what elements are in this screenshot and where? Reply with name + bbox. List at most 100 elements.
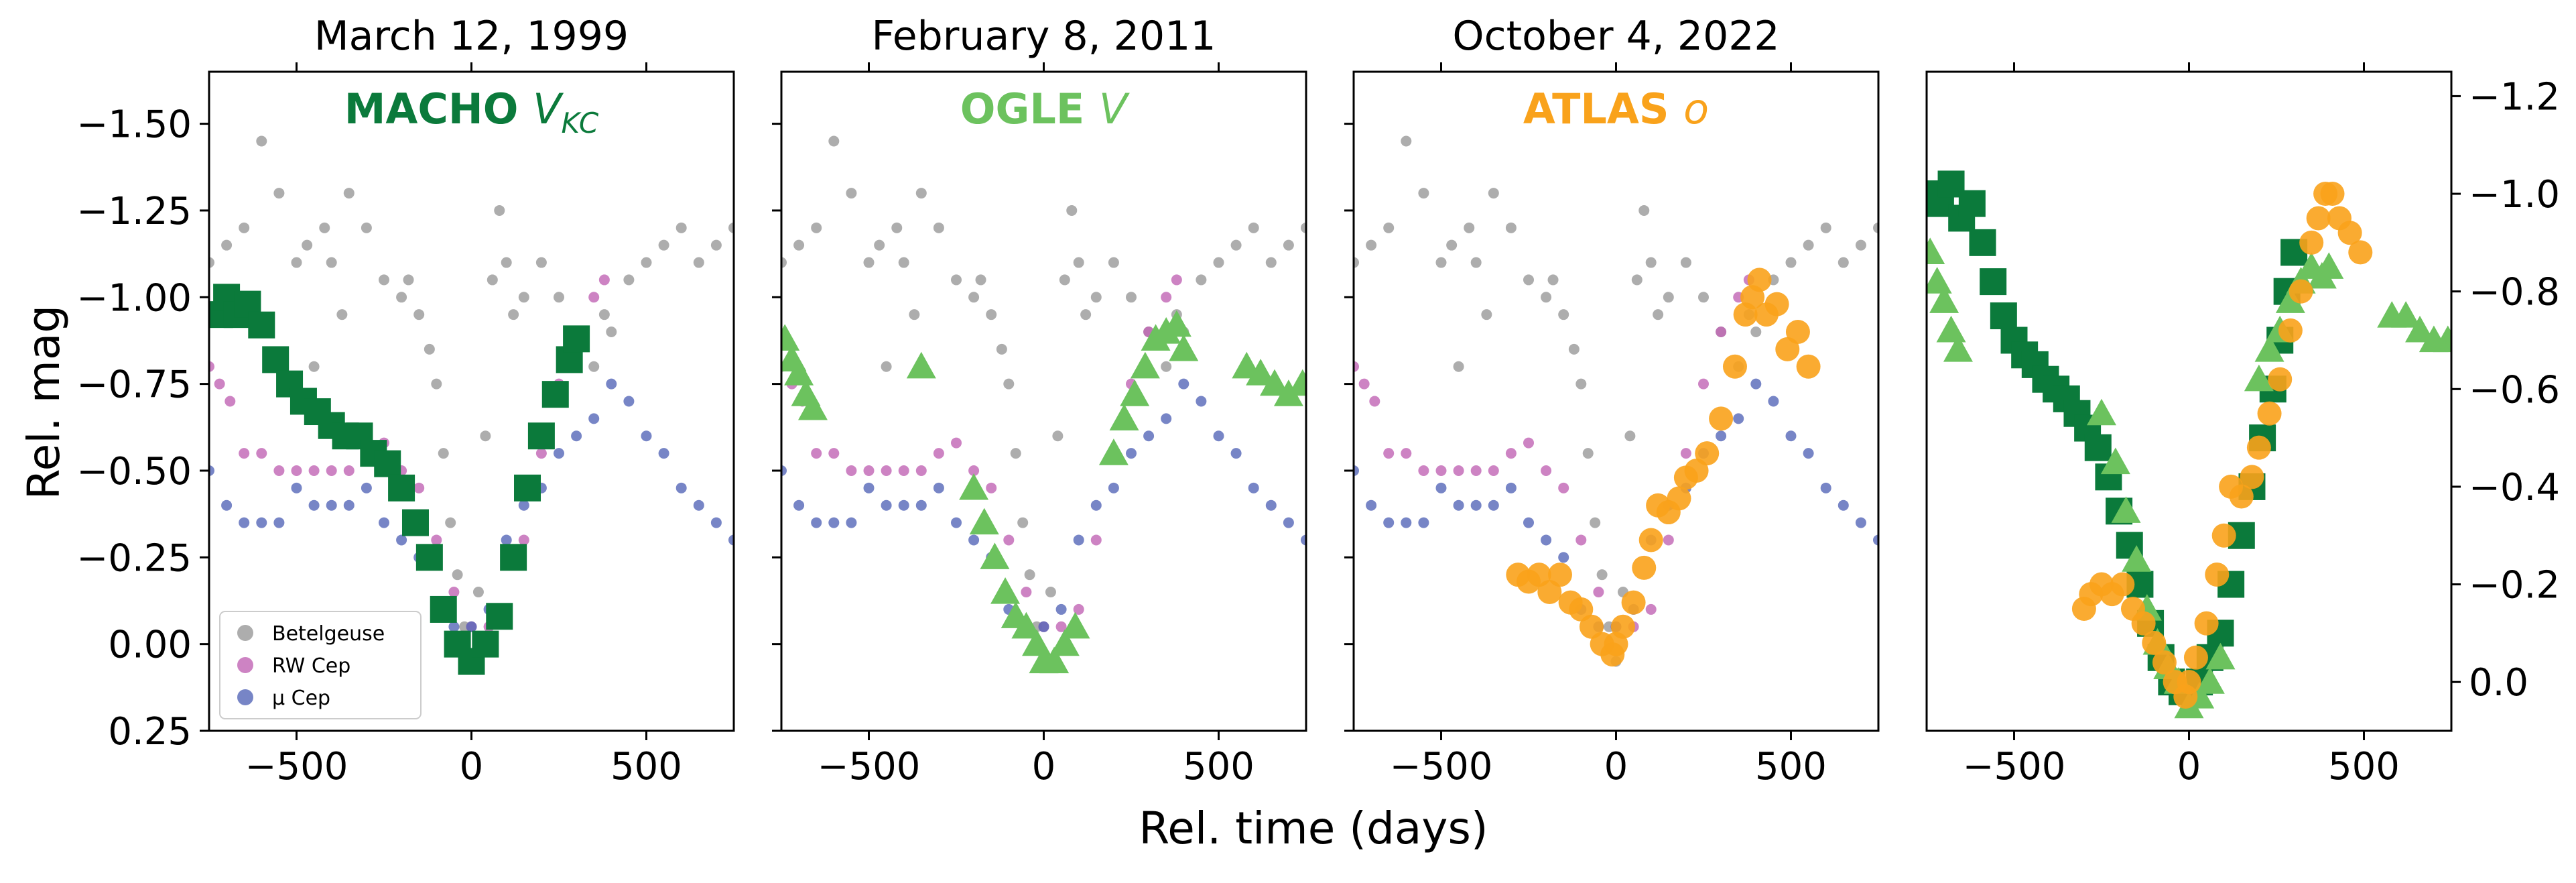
data-point-betelgeuse (431, 378, 442, 390)
instrument-label: ATLAS o (1523, 84, 1709, 133)
data-point-atlas (1621, 590, 1646, 615)
data-point-atlas (1537, 580, 1562, 605)
data-point-atlas (2142, 630, 2167, 655)
data-point-mucep (448, 621, 460, 632)
data-point-atlas (1547, 563, 1572, 587)
series-atlas (2071, 182, 2373, 709)
data-point-mucep (1354, 465, 1359, 476)
data-point-betelgeuse (336, 309, 348, 320)
instrument-band: o (1683, 84, 1709, 133)
data-point-mucep (554, 448, 564, 459)
data-point-macho (374, 450, 401, 477)
data-point-rwcep (986, 482, 997, 493)
data-point-betelgeuse (828, 135, 840, 147)
data-point-mucep (1855, 517, 1866, 528)
data-point-ogle (1287, 369, 1306, 396)
data-point-atlas (2257, 401, 2282, 426)
data-point-mucep (1820, 482, 1831, 493)
data-point-betelgeuse (361, 222, 372, 233)
data-point-mucep (588, 413, 600, 424)
data-point-betelgeuse (846, 188, 857, 199)
data-point-betelgeuse (1213, 257, 1224, 268)
data-point-betelgeuse (1265, 257, 1277, 268)
data-point-betelgeuse (898, 257, 909, 268)
data-point-betelgeuse (1505, 222, 1517, 233)
data-point-mucep (1733, 413, 1744, 424)
data-point-rwcep (1383, 448, 1395, 459)
data-point-atlas (2183, 645, 2208, 670)
data-point-rwcep (431, 534, 442, 546)
data-point-ogle (1943, 335, 1973, 362)
data-point-betelgeuse (472, 587, 484, 598)
data-point-betelgeuse (396, 292, 407, 303)
data-point-atlas (1796, 354, 1821, 379)
data-point-betelgeuse (1196, 274, 1207, 286)
data-point-betelgeuse (1464, 222, 1475, 233)
data-point-atlas (2205, 562, 2230, 587)
data-point-ogle (1098, 438, 1129, 465)
data-point-betelgeuse (1523, 274, 1534, 286)
legend-box (219, 611, 422, 719)
data-point-mucep (1523, 517, 1534, 528)
data-point-mucep (209, 465, 214, 476)
data-point-betelgeuse (221, 239, 233, 251)
data-point-atlas (2240, 465, 2264, 489)
panel-title: February 8, 2011 (872, 13, 1216, 60)
data-point-betelgeuse (319, 222, 330, 233)
data-point-betelgeuse (1108, 257, 1119, 268)
x-tick-label: −500 (245, 745, 348, 788)
data-point-betelgeuse (1418, 188, 1429, 199)
data-point-mucep (291, 482, 302, 493)
data-point-ogle (781, 324, 800, 351)
series-ogle (781, 310, 1306, 674)
legend-marker-mucep (237, 689, 253, 705)
data-point-mucep (915, 499, 927, 511)
data-point-betelgeuse (951, 274, 962, 286)
data-point-betelgeuse (1052, 430, 1064, 442)
data-point-rwcep (224, 396, 236, 407)
data-point-rwcep (1488, 465, 1499, 476)
series-atlas (1506, 268, 1821, 667)
panel-2: −500 0 500 February 8, 2011 OGLE V (772, 13, 1307, 788)
data-point-betelgeuse (1596, 569, 1608, 581)
data-point-betelgeuse (1446, 239, 1458, 251)
data-point-mucep (1435, 482, 1447, 493)
data-point-betelgeuse (494, 204, 505, 216)
data-point-betelgeuse (438, 448, 449, 459)
data-point-macho (563, 325, 590, 353)
data-point-ogle (1060, 611, 1090, 639)
series-betelgeuse (781, 135, 1306, 667)
data-point-ogle (1039, 646, 1070, 674)
data-point-rwcep (413, 482, 425, 493)
data-point-betelgeuse (487, 274, 498, 286)
data-point-atlas (2152, 650, 2177, 675)
data-point-rwcep (291, 465, 302, 476)
data-point-mucep (828, 517, 840, 528)
legend-label-mucep: μ Cep (272, 687, 330, 710)
data-point-betelgeuse (1663, 292, 1674, 303)
instrument-label: OGLE V (960, 84, 1131, 133)
data-point-atlas (2299, 230, 2324, 255)
data-point-mucep (968, 534, 980, 546)
data-point-betelgeuse (658, 239, 669, 251)
data-point-ogle (1161, 310, 1192, 337)
data-point-mucep (1383, 517, 1395, 528)
data-point-betelgeuse (1785, 257, 1797, 268)
data-point-rwcep (1575, 534, 1587, 546)
data-point-mucep (1301, 534, 1306, 546)
data-point-mucep (256, 517, 267, 528)
data-point-ogle (1109, 404, 1139, 430)
data-point-ogle (980, 542, 1010, 569)
data-point-mucep (863, 482, 875, 493)
data-point-mucep (1505, 482, 1517, 493)
x-tick-label: 0 (1604, 745, 1628, 788)
data-point-macho (388, 474, 415, 502)
data-point-mucep (273, 517, 285, 528)
data-point-betelgeuse (424, 343, 435, 355)
instrument-name: MACHO (344, 84, 533, 133)
data-point-atlas (1775, 337, 1800, 361)
data-point-rwcep (951, 437, 962, 449)
data-point-rwcep (1716, 327, 1727, 338)
data-point-mucep (1453, 499, 1464, 511)
data-point-mucep (641, 430, 652, 442)
